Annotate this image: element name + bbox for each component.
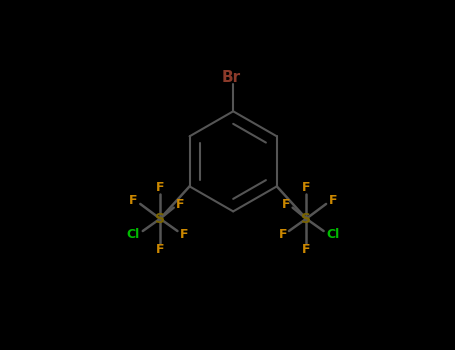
- Text: F: F: [156, 181, 164, 194]
- Text: S: S: [155, 212, 165, 226]
- Text: F: F: [129, 194, 137, 207]
- Text: F: F: [176, 198, 184, 211]
- Text: Cl: Cl: [326, 228, 339, 240]
- Text: F: F: [278, 228, 287, 240]
- Text: S: S: [301, 212, 311, 226]
- Text: F: F: [329, 194, 337, 207]
- Text: F: F: [156, 243, 164, 256]
- Text: F: F: [302, 243, 310, 256]
- Text: Cl: Cl: [127, 228, 140, 240]
- Text: F: F: [179, 228, 188, 240]
- Text: F: F: [302, 181, 310, 194]
- Text: Br: Br: [222, 70, 241, 85]
- Text: F: F: [282, 198, 291, 211]
